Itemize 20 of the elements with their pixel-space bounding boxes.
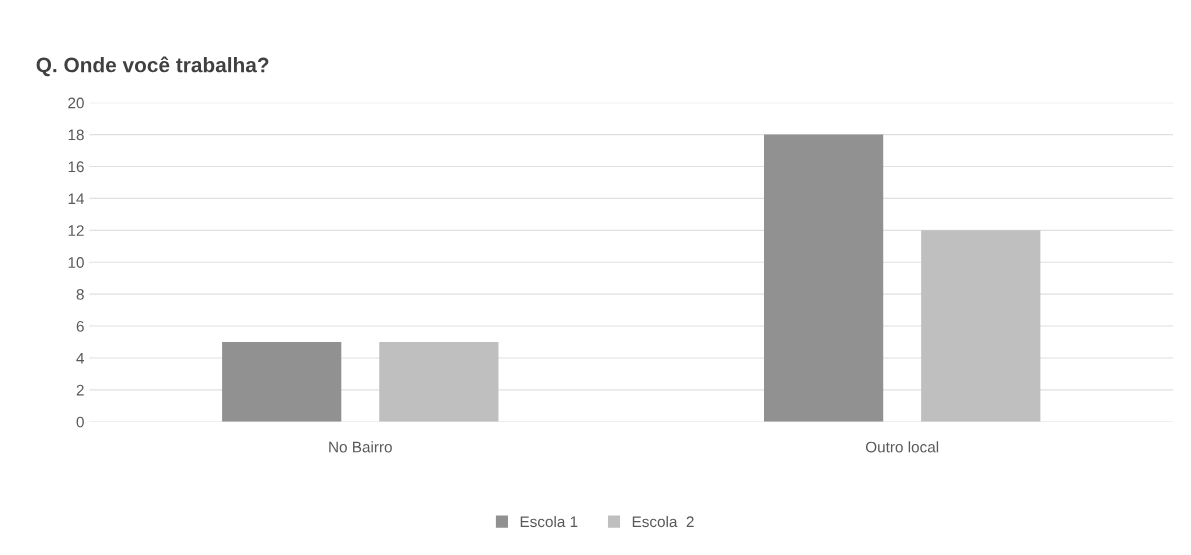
y-tick-label: 16 [68,161,84,173]
y-tick-label: 0 [76,416,84,428]
legend-label: Escola 2 [632,515,694,528]
x-tick-label: Outro local [865,441,939,453]
bar [764,134,884,422]
legend-label: Escola 1 [520,515,578,528]
bar [379,342,499,422]
y-tick-label: 6 [76,320,84,332]
y-tick-label: 18 [68,129,84,141]
chart-title: Q. Onde você trabalha? [36,56,269,77]
y-tick-label: 8 [76,289,84,300]
bar [222,342,342,422]
y-tick-label: 4 [76,353,85,364]
y-tick-label: 14 [68,193,85,204]
y-tick-label: 20 [68,97,84,109]
bar [921,230,1041,422]
y-tick-label: 12 [68,225,84,236]
x-tick-label: No Bairro [329,441,392,453]
y-tick-label: 10 [68,257,84,268]
y-tick-label: 2 [76,384,84,396]
